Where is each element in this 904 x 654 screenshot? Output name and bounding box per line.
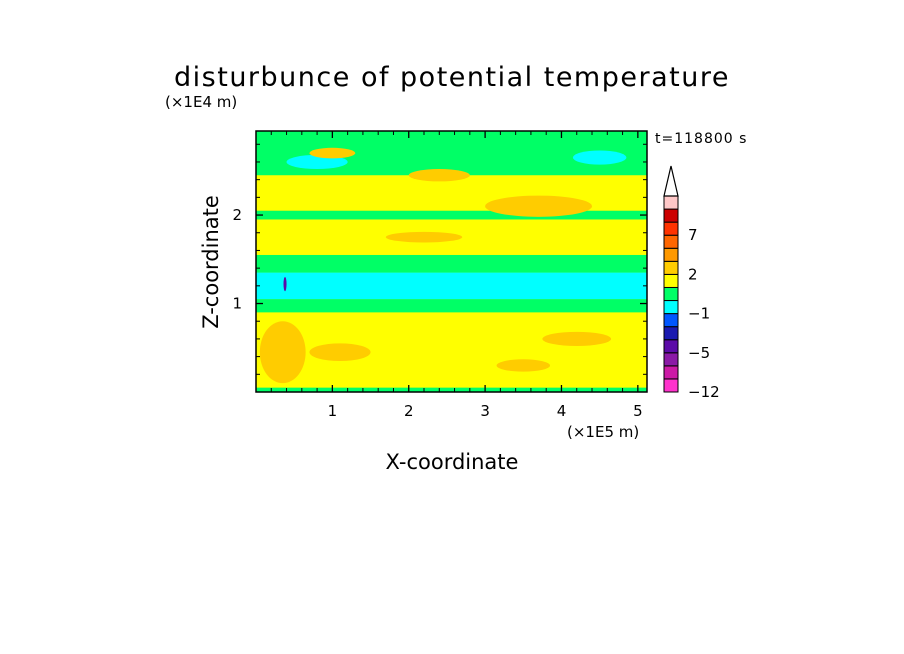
field-patch-3 (542, 331, 612, 346)
field-patch-8 (408, 169, 470, 182)
x-tick-label: 2 (404, 402, 414, 420)
colorbar-swatch (663, 339, 679, 354)
colorbar-tick-label: −1 (688, 305, 710, 323)
colorbar-tick-label: 2 (688, 265, 698, 283)
colorbar-swatch (663, 326, 679, 341)
colorbar-swatch (663, 300, 679, 315)
x-unit-label: (×1E5 m) (567, 423, 639, 441)
colorbar: 7 2 −1 −5 −12 (663, 165, 720, 401)
plot-frame (255, 130, 648, 393)
colorbar-swatch (663, 273, 679, 288)
field-band-6 (256, 210, 647, 220)
colorbar-tick-label: −12 (688, 383, 720, 401)
y-tick-label: 1 (232, 295, 242, 313)
colorbar-swatch (663, 365, 679, 380)
x-tick-label: 5 (633, 402, 643, 420)
field-band-0 (256, 387, 647, 392)
field-patch-2 (496, 359, 551, 372)
y-axis-label: Z-coordinate (199, 195, 223, 329)
x-tick-label: 3 (480, 402, 490, 420)
colorbar-swatch (663, 313, 679, 328)
field-patch-5 (572, 150, 627, 165)
colorbar-swatch (663, 234, 679, 249)
colorbar-swatch (663, 208, 679, 223)
chart-title: disturbunce of potential temperature (174, 62, 730, 93)
x-axis: 1 2 3 4 5 (270, 131, 643, 420)
x-tick-label: 1 (328, 402, 338, 420)
colorbar-swatch (663, 378, 679, 393)
y-tick-label: 2 (232, 206, 242, 224)
plot-area (256, 131, 647, 392)
field-band-2 (256, 299, 647, 313)
colorbar-tick-label: −5 (688, 344, 710, 362)
colorbar-swatch (663, 286, 679, 302)
field-patch-9 (385, 231, 463, 243)
colorbar-swatch (663, 247, 679, 262)
colorbar-extend-arrow (663, 165, 679, 197)
colorbar-swatch (663, 221, 679, 236)
colorbar-tick-label: 7 (688, 226, 698, 244)
field-patch-10 (283, 276, 287, 292)
y-axis: 12 (232, 143, 647, 375)
x-tick-label: 4 (557, 402, 567, 420)
field-band-4 (256, 254, 647, 273)
time-label: t=118800 s (655, 131, 747, 147)
y-unit-label: (×1E4 m) (165, 93, 237, 111)
x-axis-label: X-coordinate (386, 450, 519, 474)
field-patch-0 (259, 321, 306, 384)
field-patch-7 (485, 195, 593, 217)
colorbar-swatch (663, 260, 679, 275)
colorbar-swatch (663, 195, 679, 210)
field-patch-6 (309, 147, 356, 159)
field-band-3 (256, 272, 647, 300)
field-patch-1 (309, 343, 371, 362)
colorbar-swatch (663, 352, 679, 367)
